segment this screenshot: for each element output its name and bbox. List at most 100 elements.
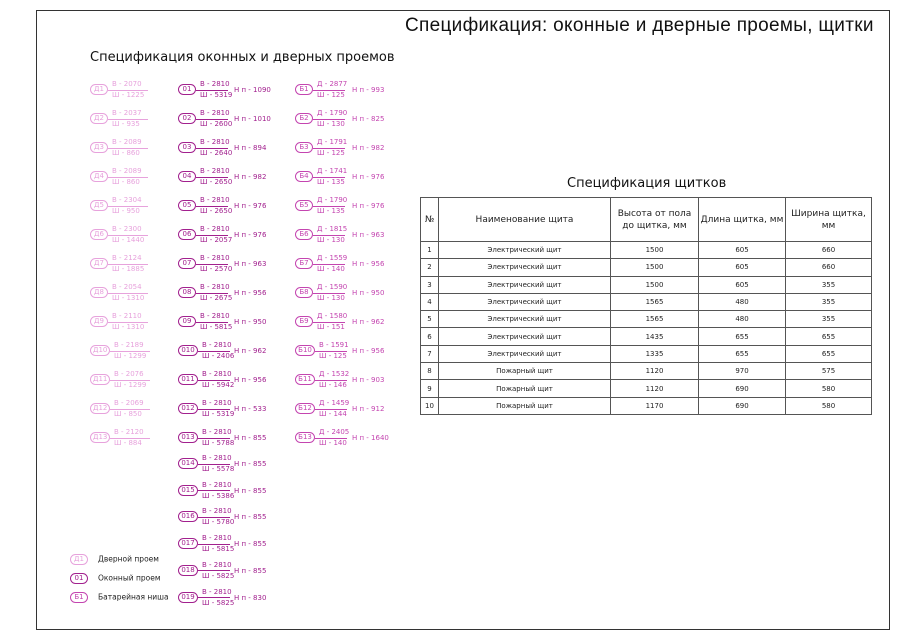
table-cell: 660 — [785, 240, 872, 260]
mark-oval: Д2 — [90, 113, 108, 124]
mark-sill-height: Н п - 1090 — [234, 86, 271, 94]
mark-top-value: Д - 1790 — [317, 196, 348, 204]
table-row: 3 Электрический щит 1500 605 355 — [420, 275, 872, 294]
mark-sill-height: Н п - 976 — [234, 231, 267, 239]
mark-width-value: Ш - 2406 — [202, 352, 235, 360]
mark-sill-height: Н п - 962 — [352, 318, 385, 326]
table-cell: 655 — [785, 327, 872, 346]
mark-top-value: В - 2810 — [202, 370, 232, 378]
mark-width-value: Ш - 151 — [317, 323, 345, 331]
leader-line — [313, 118, 345, 120]
mark-width-value: Ш - 135 — [317, 178, 345, 186]
table-cell: Пожарный щит — [438, 379, 611, 398]
mark-sill-height: Н п - 855 — [234, 486, 267, 495]
mark-width-value: Ш - 1885 — [112, 265, 145, 273]
mark-top-value: В - 2810 — [200, 196, 230, 204]
mark-oval: 03 — [178, 142, 196, 153]
legend-oval: 01 — [70, 573, 88, 584]
mark-sill-height: Н п - 956 — [234, 289, 267, 297]
mark-oval: Б9 — [295, 316, 313, 327]
mark-top-value: Д - 1815 — [317, 225, 348, 233]
drawing-frame — [36, 10, 890, 630]
mark-width-value: Ш - 1440 — [112, 236, 145, 244]
leader-line — [313, 147, 345, 149]
column-header: Наименование щита — [438, 197, 611, 242]
mark-oval: Д4 — [90, 171, 108, 182]
mark-top-value: В - 2070 — [112, 80, 142, 88]
mark-width-value: Ш - 130 — [317, 120, 345, 128]
table-cell: Электрический щит — [438, 327, 611, 346]
mark-width-value: Ш - 5780 — [202, 518, 235, 527]
table-cell: Пожарный щит — [438, 362, 611, 381]
mark-oval: Д8 — [90, 287, 108, 298]
mark-oval: 05 — [178, 200, 196, 211]
mark-oval: Д7 — [90, 258, 108, 269]
mark-oval: 012 — [178, 403, 198, 414]
leader-line — [315, 408, 347, 410]
mark-top-value: Д - 1559 — [317, 254, 348, 262]
table-cell: 355 — [785, 292, 872, 312]
mark-sill-height: Н п - 963 — [352, 231, 385, 239]
mark-oval: 02 — [178, 113, 196, 124]
mark-width-value: Ш - 884 — [114, 439, 142, 447]
table-row: 5 Электрический щит 1565 480 355 — [420, 310, 872, 329]
leader-line — [198, 350, 230, 352]
mark-top-value: В - 2810 — [200, 254, 230, 262]
legend-oval: Б1 — [70, 592, 88, 603]
leader-line — [313, 263, 345, 265]
leader-line — [196, 89, 228, 91]
table-cell: 690 — [698, 396, 786, 415]
mark-sill-height: Н п - 982 — [234, 173, 267, 181]
mark-top-value: В - 2304 — [112, 196, 142, 204]
mark-oval: 08 — [178, 287, 196, 298]
table-cell: 7 — [420, 344, 439, 364]
mark-top-value: Д - 2877 — [317, 80, 348, 88]
table-cell: 10 — [420, 396, 439, 415]
table-cell: 605 — [698, 258, 786, 277]
leader-line — [196, 118, 228, 120]
table-cell: 480 — [698, 292, 786, 312]
mark-sill-height: Н п - 533 — [234, 405, 267, 413]
panels-title: Спецификация щитков — [567, 176, 727, 191]
panels-table: № Наименование щита Высота от пола до щитк… — [420, 197, 872, 415]
mark-top-value: В - 2810 — [202, 587, 232, 596]
mark-width-value: Ш - 935 — [112, 120, 140, 128]
mark-top-value: В - 2810 — [202, 341, 232, 349]
leader-line — [196, 147, 228, 149]
mark-oval: Д11 — [90, 374, 110, 385]
mark-width-value: Ш - 5815 — [202, 545, 235, 554]
mark-width-value: Ш - 1225 — [112, 91, 145, 99]
mark-top-value: В - 2810 — [202, 480, 232, 489]
mark-sill-height: Н п - 894 — [234, 144, 267, 152]
mark-top-value: Д - 1532 — [319, 370, 350, 378]
leader-line — [196, 292, 228, 294]
table-cell: 660 — [785, 258, 872, 277]
leader-line — [313, 292, 345, 294]
mark-oval: Б11 — [295, 374, 315, 385]
leader-line — [198, 379, 230, 381]
mark-sill-height: Н п - 855 — [234, 566, 267, 575]
table-cell: 1170 — [610, 396, 699, 415]
mark-oval: 015 — [178, 484, 198, 496]
mark-oval: 014 — [178, 458, 198, 469]
mark-top-value: В - 2810 — [202, 454, 232, 462]
mark-sill-height: Н п - 1640 — [352, 434, 389, 442]
mark-oval: 04 — [178, 171, 196, 182]
leader-line — [315, 350, 347, 352]
legend-item: Д1 Дверной проем — [70, 554, 159, 565]
mark-oval: Д6 — [90, 229, 108, 240]
table-row: 8 Пожарный щит 1120 970 575 — [420, 362, 872, 381]
legend-item: 01 Оконный проем — [70, 573, 161, 584]
mark-width-value: Ш - 1299 — [114, 352, 147, 360]
leader-line — [198, 437, 230, 439]
mark-sill-height: Н п - 963 — [234, 260, 267, 268]
mark-sill-height: Н п - 830 — [234, 593, 267, 602]
mark-width-value: Ш - 2570 — [200, 265, 233, 273]
mark-oval: Б7 — [295, 258, 313, 269]
legend-label: Оконный проем — [98, 573, 161, 583]
leader-line — [198, 597, 230, 598]
table-row: 4 Электрический щит 1565 480 355 — [420, 292, 872, 312]
leader-line — [198, 408, 230, 410]
mark-width-value: Ш - 2650 — [200, 178, 233, 186]
mark-width-value: Ш - 2650 — [200, 207, 233, 215]
